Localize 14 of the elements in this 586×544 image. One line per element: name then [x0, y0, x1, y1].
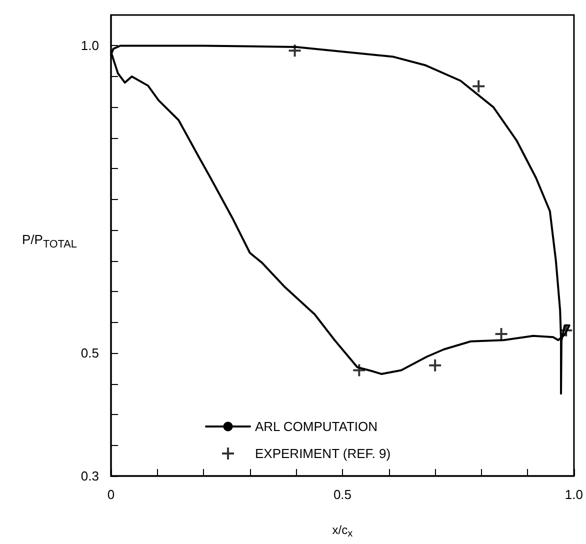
y-tick-label: 0.5: [80, 346, 99, 361]
x-tick-label: 0.5: [333, 487, 352, 502]
legend-label: ARL COMPUTATION: [255, 419, 378, 434]
y-tick-label: 1.0: [80, 38, 99, 54]
y-axis-title: P/P$_{TOTAL}$: [22, 232, 77, 251]
y-tick-label: 0.3: [80, 468, 99, 484]
point: [494, 327, 508, 342]
point: [472, 79, 486, 94]
point: [428, 358, 442, 372]
x-tick-label: 0: [107, 487, 115, 502]
point: [288, 44, 302, 58]
x-tick-label: 1.0: [564, 487, 584, 502]
legend-label: EXPERIMENT (REF. 9): [255, 446, 391, 461]
point: [352, 363, 366, 378]
